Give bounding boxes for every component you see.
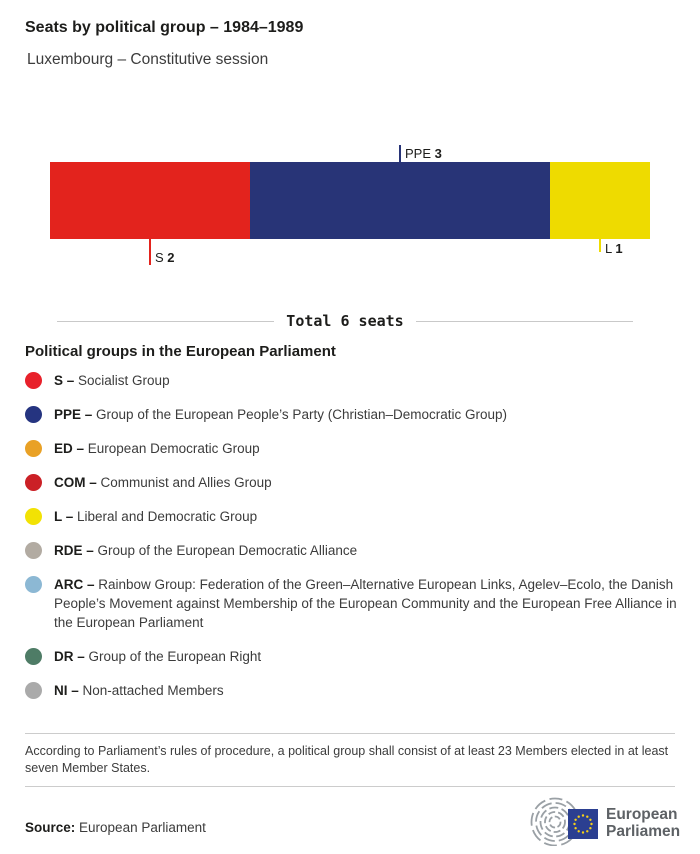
footnote: According to Parliament’s rules of proce… [25, 733, 675, 787]
legend-name-com: Communist and Allies Group [100, 475, 272, 490]
legend-name-l: Liberal and Democratic Group [77, 509, 258, 524]
bar-segment-s[interactable] [50, 162, 250, 239]
legend-dot-dr [25, 648, 42, 665]
ep-logo-line2: Parliament [606, 823, 680, 840]
legend-code-dr: DR – [54, 649, 85, 664]
callout-l-code: L [605, 241, 612, 256]
legend-name-arc: Rainbow Group: Federation of the Green–A… [54, 577, 677, 630]
callout-l: L 1 [599, 238, 623, 256]
legend-item-ppe: PPE – Group of the European People’s Par… [25, 405, 680, 424]
callout-s-tick [149, 238, 151, 265]
seats-bar-chart: PPE 3 S 2 L 1 [0, 140, 700, 290]
ep-logo-graphic: European Parliament [530, 797, 685, 847]
legend-code-com: COM – [54, 475, 97, 490]
legend-item-com: COM – Communist and Allies Group [25, 473, 680, 492]
page-subtitle: Luxembourg – Constitutive session [27, 51, 269, 68]
legend-item-ed: ED – European Democratic Group [25, 439, 680, 458]
legend-name-ppe: Group of the European People’s Party (Ch… [96, 407, 507, 422]
callout-l-seats: 1 [615, 241, 623, 256]
legend-code-ppe: PPE – [54, 407, 93, 422]
legend-name-ed: European Democratic Group [87, 441, 260, 456]
divider-line-left [57, 320, 275, 322]
callout-ppe-tick [399, 145, 401, 162]
legend-dot-l [25, 508, 42, 525]
legend-code-rde: RDE – [54, 543, 94, 558]
total-seats-divider: Total 6 seats [57, 312, 633, 330]
divider-line-right [415, 320, 633, 322]
legend-name-s: Socialist Group [78, 373, 170, 388]
source-value: European Parliament [79, 820, 206, 835]
legend-code-l: L – [54, 509, 74, 524]
legend-dot-arc [25, 576, 42, 593]
legend-dot-ni [25, 682, 42, 699]
legend-item-ni: NI – Non-attached Members [25, 681, 680, 700]
source-label: Source: [25, 820, 76, 835]
legend-dot-ppe [25, 406, 42, 423]
callout-l-tick [599, 238, 601, 252]
legend-code-ni: NI – [54, 683, 79, 698]
callout-ppe-code: PPE [405, 146, 432, 161]
callout-ppe-seats: 3 [434, 146, 442, 161]
legend-dot-rde [25, 542, 42, 559]
legend-code-s: S – [54, 373, 75, 388]
callout-s-code: S [155, 250, 164, 265]
legend-name-dr: Group of the European Right [88, 649, 262, 664]
page-title: Seats by political group – 1984–1989 [25, 19, 304, 36]
ep-logo-wordmark: European Parliament [606, 806, 685, 840]
callout-s-seats: 2 [167, 250, 175, 265]
legend-item-s: S – Socialist Group [25, 371, 680, 390]
callout-ppe: PPE 3 [399, 145, 442, 162]
legend-code-arc: ARC – [54, 577, 95, 592]
legend-item-rde: RDE – Group of the European Democratic A… [25, 541, 680, 560]
legend-name-rde: Group of the European Democratic Allianc… [97, 543, 358, 558]
legend-dot-s [25, 372, 42, 389]
bar-segment-ppe[interactable] [250, 162, 550, 239]
total-seats-label: Total 6 seats [286, 312, 404, 330]
eu-flag-icon [568, 809, 598, 839]
legend-heading: Political groups in the European Parliam… [25, 343, 336, 360]
bar-segment-l[interactable] [550, 162, 650, 239]
stacked-bar [50, 162, 650, 239]
legend-code-ed: ED – [54, 441, 85, 456]
source-line: Source: European Parliament [25, 820, 206, 835]
legend-item-dr: DR – Group of the European Right [25, 647, 680, 666]
european-parliament-logo: European Parliament [528, 796, 685, 847]
legend-item-arc: ARC – Rainbow Group: Federation of the G… [25, 575, 680, 632]
ep-logo-line1: European [606, 806, 677, 823]
legend-dot-ed [25, 440, 42, 457]
callout-s: S 2 [149, 238, 175, 265]
legend-name-ni: Non-attached Members [82, 683, 224, 698]
legend-item-l: L – Liberal and Democratic Group [25, 507, 680, 526]
legend: S – Socialist Group PPE – Group of the E… [25, 371, 680, 715]
legend-dot-com [25, 474, 42, 491]
